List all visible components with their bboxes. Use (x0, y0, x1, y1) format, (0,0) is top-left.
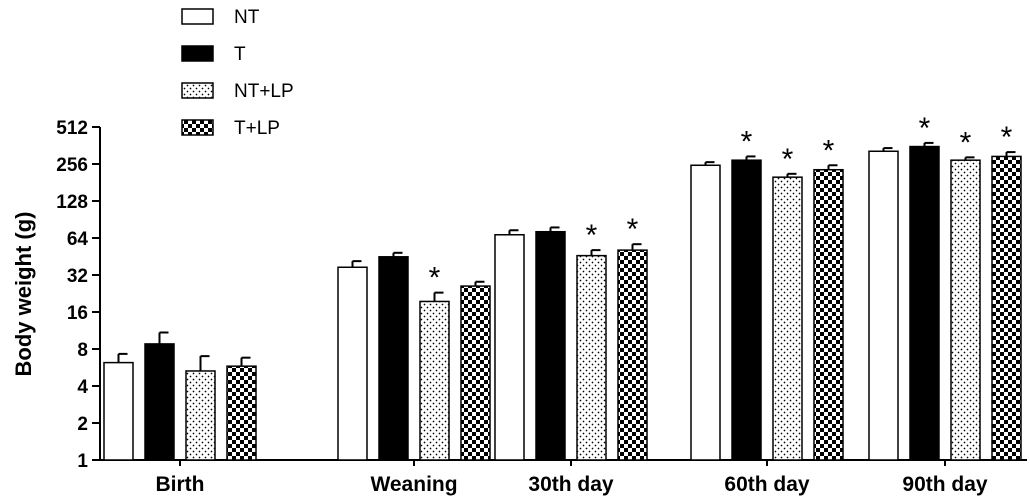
y-tick-label: 32 (67, 266, 88, 287)
bar (813, 168, 844, 461)
significance-star: * (960, 126, 972, 159)
significance-star: * (741, 125, 753, 158)
bar (419, 300, 450, 461)
x-axis: Birth Weaning 30th day 60th day 90th day (100, 459, 1027, 496)
legend-label: NT (234, 7, 260, 28)
x-tick-label: 30th day (528, 473, 614, 496)
bar (617, 249, 648, 461)
bar (576, 254, 607, 461)
x-tick-label: 60th day (724, 473, 810, 496)
y-tick-label: 512 (56, 118, 88, 139)
y-tick-label: 64 (67, 229, 89, 250)
x-tick-label: Weaning (370, 473, 457, 496)
bar (731, 159, 762, 461)
significance-star: * (429, 262, 441, 295)
significance-star: * (1001, 121, 1013, 154)
y-axis: 1 2 4 8 16 32 64 128 256 512 (56, 118, 101, 472)
bar (103, 361, 134, 461)
bar (950, 159, 981, 461)
bar (868, 150, 899, 461)
y-axis-label: Body weight (g) (11, 212, 36, 377)
bar (185, 370, 216, 461)
y-tick-label: 2 (77, 414, 88, 435)
significance-star: * (586, 219, 598, 252)
bar (535, 230, 566, 461)
significance-star: * (823, 134, 835, 167)
y-tick-label: 128 (56, 192, 88, 213)
bar (460, 285, 491, 461)
bar (337, 266, 368, 461)
legend-swatch (181, 119, 214, 136)
y-tick-label: 8 (77, 340, 88, 361)
bar (991, 155, 1022, 461)
legend-swatch (181, 82, 214, 99)
y-tick-label: 1 (77, 451, 88, 472)
bar (690, 164, 721, 461)
y-tick-label: 16 (67, 303, 88, 324)
bar (772, 176, 803, 461)
bar (909, 145, 940, 461)
significance-star: * (627, 213, 639, 246)
y-tick-label: 256 (56, 155, 88, 176)
bar (226, 365, 257, 461)
legend-label: T+LP (234, 118, 280, 139)
x-tick-label: 90th day (902, 473, 988, 496)
significance-star: * (919, 112, 931, 145)
legend-label: T (234, 44, 246, 65)
legend-label: NT+LP (234, 81, 294, 102)
bar (144, 343, 175, 461)
legend-swatch (181, 45, 214, 62)
legend: NT T NT+LP T+LP (181, 7, 294, 139)
significance-star: * (782, 143, 794, 176)
bar (378, 256, 409, 461)
bars-group: * * * * * * * * * (103, 112, 1022, 461)
bar (494, 234, 525, 461)
y-tick-label: 4 (77, 377, 88, 398)
x-tick-label: Birth (156, 473, 205, 496)
legend-swatch (181, 8, 214, 25)
